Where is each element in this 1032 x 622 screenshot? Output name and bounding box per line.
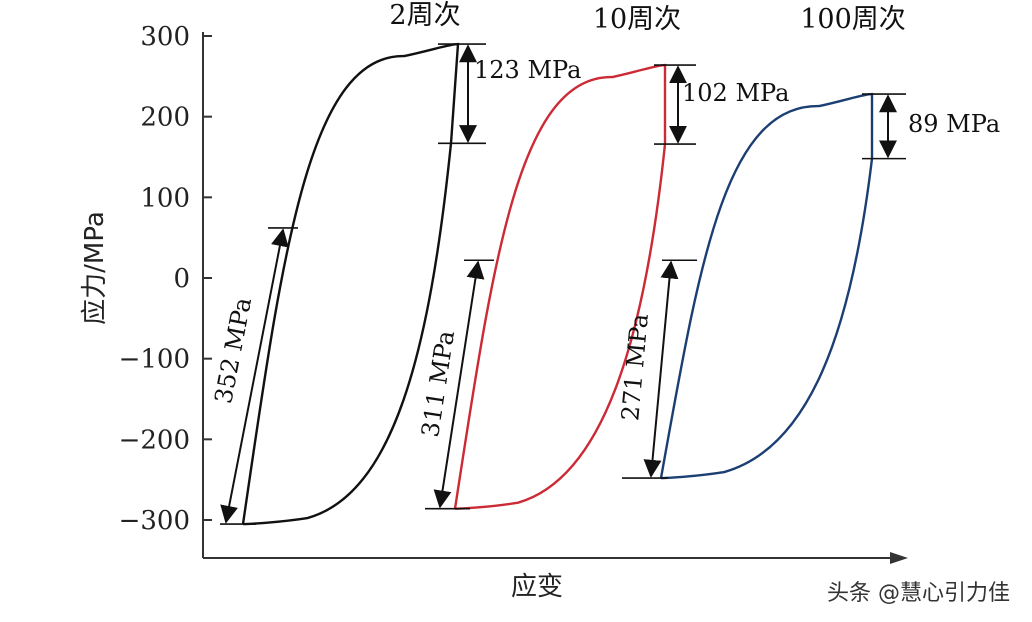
series-10-cycles — [453, 63, 667, 510]
series-label-10-cycles: 10周次 — [593, 4, 681, 35]
y-tick-label: −300 — [119, 506, 190, 536]
annotation-range-2-cycles: 352 MPa — [209, 227, 298, 525]
annotation-top-2-cycles: 123 MPa — [438, 43, 581, 145]
series-100-cycles — [659, 92, 874, 480]
series-2-cycles — [241, 42, 460, 526]
series-label-2-cycles: 2周次 — [389, 0, 460, 31]
annotation-text-271: 271 MPa — [616, 313, 654, 423]
annotation-text-89: 89 MPa — [908, 110, 1000, 138]
loop-100-cycles — [659, 92, 874, 480]
loop-10-cycles — [453, 63, 667, 510]
watermark-text: 头条 @慧心引力佳 — [827, 581, 1010, 606]
arrow-range-2-cycles — [220, 228, 289, 524]
y-axis-title: 应力/MPa — [80, 211, 110, 325]
x-axis-arrow — [890, 552, 908, 564]
arrow-range-10-cycles — [433, 260, 485, 509]
y-tick-label: 300 — [140, 22, 190, 52]
y-tick-label: −100 — [119, 345, 190, 375]
y-tick-label: −200 — [119, 425, 190, 455]
annotation-text-102: 102 MPa — [682, 79, 789, 107]
arrow-range-100-cycles — [643, 260, 679, 478]
y-tick-label: 200 — [140, 103, 190, 133]
series-label-100-cycles: 100周次 — [800, 4, 906, 35]
x-axis-title: 应变 — [511, 572, 563, 602]
annotation-top-100-cycles: 89 MPa — [862, 93, 1000, 160]
y-ticks: 300 200 100 0 −100 −200 −300 — [119, 22, 212, 536]
y-tick-label: 100 — [140, 183, 190, 213]
annotation-range-100-cycles: 271 MPa — [616, 259, 697, 479]
annotation-text-123: 123 MPa — [474, 56, 581, 84]
annotation-top-10-cycles: 102 MPa — [654, 64, 789, 145]
annotation-range-10-cycles: 311 MPa — [416, 259, 494, 510]
annotation-text-352: 352 MPa — [209, 295, 257, 406]
watermark: 头条 @慧心引力佳 — [827, 581, 1010, 606]
loop-2-cycles — [241, 42, 460, 526]
y-tick-label: 0 — [173, 264, 190, 294]
